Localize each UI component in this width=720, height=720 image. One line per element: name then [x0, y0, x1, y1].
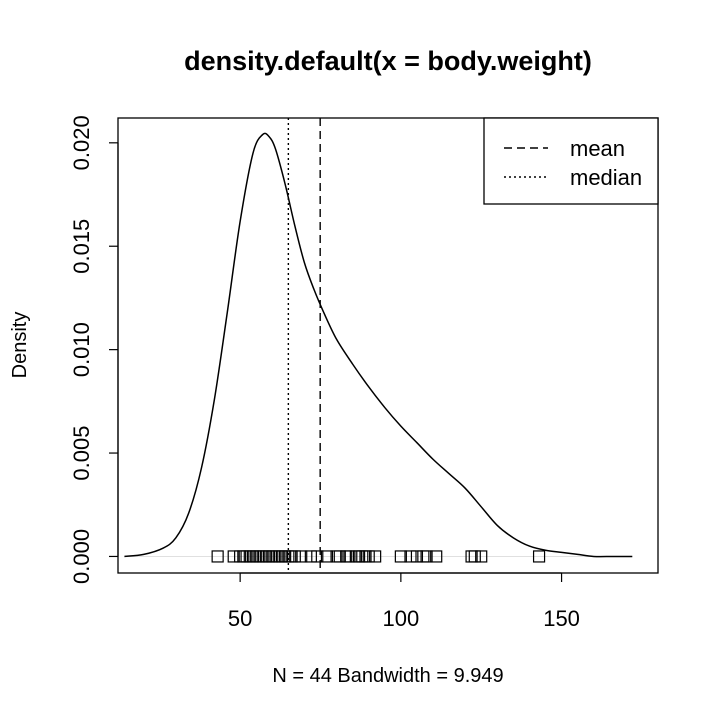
x-axis: 50 100 150 — [228, 572, 580, 631]
y-axis-label: Density — [9, 312, 31, 379]
y-tick-label-4: 0.020 — [69, 115, 94, 170]
observation-point-0 — [211, 550, 224, 563]
x-axis-label: N = 44 Bandwidth = 9.949 — [272, 665, 503, 687]
observation-point-41 — [468, 550, 481, 563]
observation-point-39 — [430, 550, 443, 563]
x-tick-label-0: 50 — [228, 606, 252, 631]
observation-point-27 — [343, 550, 356, 563]
observation-point-32 — [362, 550, 375, 563]
y-axis: 0.000 0.005 0.010 0.015 0.020 — [69, 115, 119, 584]
chart-title: density.default(x = body.weight) — [184, 46, 592, 76]
observation-point-38 — [420, 550, 433, 563]
observation-point-19 — [288, 550, 301, 563]
observation-point-34 — [394, 550, 407, 563]
observation-point-35 — [404, 550, 417, 563]
observation-point-1 — [227, 550, 240, 563]
y-tick-label-3: 0.015 — [69, 219, 94, 274]
observation-point-23 — [320, 550, 334, 563]
observation-point-21 — [304, 550, 317, 563]
x-tick-label-2: 150 — [543, 606, 580, 631]
legend-box — [483, 117, 659, 205]
x-tick-label-1: 100 — [382, 606, 419, 631]
legend: mean median — [483, 117, 659, 205]
legend-median-label: median — [570, 165, 642, 190]
plot-layer — [124, 118, 633, 573]
observation-point-22 — [311, 550, 324, 563]
y-tick-label-1: 0.005 — [69, 426, 94, 481]
observation-point-25 — [333, 550, 346, 563]
observation-point-43 — [532, 550, 546, 563]
observation-point-20 — [295, 550, 308, 563]
observation-point-33 — [369, 550, 382, 563]
y-tick-label-0: 0.000 — [69, 529, 94, 584]
observation-point-36 — [410, 550, 424, 563]
y-tick-label-2: 0.010 — [69, 322, 94, 377]
observation-point-42 — [475, 550, 488, 563]
density-curve — [124, 132, 633, 558]
legend-mean-label: mean — [570, 136, 625, 161]
